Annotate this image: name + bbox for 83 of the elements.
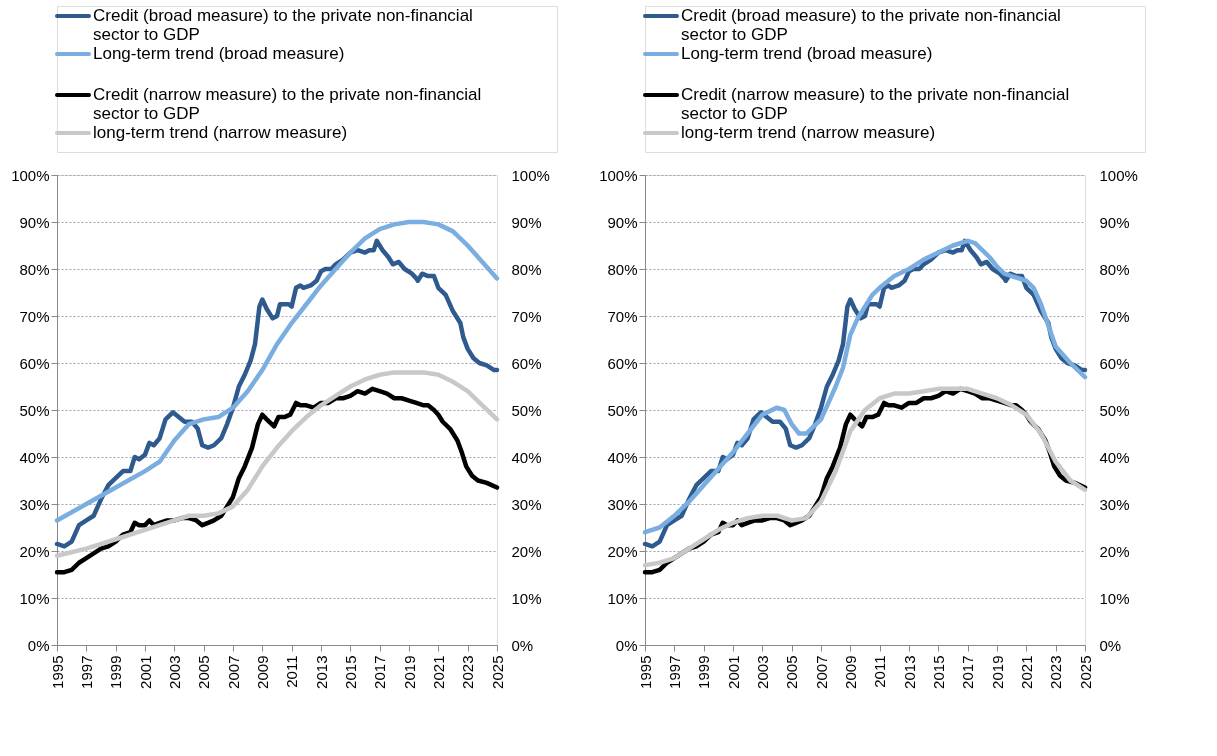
legend-label: Long-term trend (broad measure) (681, 44, 933, 63)
x-tick-label: 2011 (283, 655, 301, 688)
y2-tick-label: 40% (1099, 448, 1130, 466)
y2-tick-label: 30% (1099, 495, 1130, 513)
y2-tick-label: 10% (1099, 589, 1130, 607)
x-tick-label: 2025 (1076, 655, 1094, 689)
x-tick-label: 2021 (429, 655, 447, 689)
x-tick-label: 1997 (77, 655, 95, 689)
y-tick-label: 90% (607, 213, 638, 231)
y2-tick-label: 70% (511, 307, 542, 325)
x-tick-label: 2003 (753, 655, 771, 689)
y-tick-label: 100% (599, 166, 638, 184)
x-tick-label: 2015 (341, 655, 359, 689)
x-tick-label: 2015 (929, 655, 947, 689)
y2-tick-label: 100% (1099, 166, 1138, 184)
x-tick-label: 2023 (459, 655, 477, 689)
legend-label: Credit (broad measure) to the private non-financial sector to GDP (93, 6, 473, 44)
x-tick-label: 2019 (400, 655, 418, 689)
x-tick-label: 2021 (1017, 655, 1035, 689)
y-tick-label: 70% (19, 307, 50, 325)
y-tick-label: 60% (19, 354, 50, 372)
y-tick-label: 30% (19, 495, 50, 513)
y2-tick-label: 60% (511, 354, 542, 372)
y-tick-label: 40% (607, 448, 638, 466)
y2-tick-label: 90% (511, 213, 542, 231)
y-tick-label: 30% (607, 495, 638, 513)
x-tick-label: 2001 (136, 655, 154, 689)
x-tick-label: 2013 (312, 655, 330, 689)
y-tick-label: 20% (607, 542, 638, 560)
y2-tick-label: 20% (1099, 542, 1130, 560)
y2-tick-label: 50% (511, 401, 542, 419)
y-tick-label: 80% (19, 260, 50, 278)
y-tick-label: 70% (607, 307, 638, 325)
x-tick-label: 2019 (988, 655, 1006, 689)
y2-tick-label: 70% (1099, 307, 1130, 325)
x-tick-label: 2005 (783, 655, 801, 689)
x-tick-label: 2025 (488, 655, 506, 689)
x-tick-label: 2011 (871, 655, 889, 688)
legend-label: Long-term trend (broad measure) (93, 44, 345, 63)
y2-tick-label: 50% (1099, 401, 1130, 419)
x-tick-label: 2017 (959, 655, 977, 689)
y2-tick-label: 30% (511, 495, 542, 513)
x-tick-label: 2001 (724, 655, 742, 689)
y2-tick-label: 0% (511, 636, 534, 654)
x-tick-label: 2009 (841, 655, 859, 689)
x-tick-label: 2009 (253, 655, 271, 689)
y2-tick-label: 20% (511, 542, 542, 560)
y-tick-label: 80% (607, 260, 638, 278)
x-tick-label: 1999 (695, 655, 713, 689)
legend-label: long-term trend (narrow measure) (93, 123, 348, 142)
y-tick-label: 60% (607, 354, 638, 372)
y-tick-label: 50% (607, 401, 638, 419)
x-tick-label: 1999 (107, 655, 125, 689)
y2-tick-label: 10% (511, 589, 542, 607)
y-tick-label: 20% (19, 542, 50, 560)
line-series (54, 370, 500, 558)
x-tick-label: 2023 (1047, 655, 1065, 689)
y2-tick-label: 60% (1099, 354, 1130, 372)
legend-label: long-term trend (narrow measure) (681, 123, 936, 142)
x-tick-label: 2003 (165, 655, 183, 689)
y-tick-label: 0% (615, 636, 638, 654)
y-tick-label: 10% (19, 589, 50, 607)
x-tick-label: 2017 (371, 655, 389, 689)
y-tick-label: 50% (19, 401, 50, 419)
x-tick-label: 2013 (900, 655, 918, 689)
y-tick-label: 40% (19, 448, 50, 466)
y2-tick-label: 80% (511, 260, 542, 278)
y2-tick-label: 40% (511, 448, 542, 466)
x-tick-label: 1997 (665, 655, 683, 689)
y-tick-label: 100% (11, 166, 50, 184)
y2-tick-label: 90% (1099, 213, 1130, 231)
y2-tick-label: 0% (1099, 636, 1122, 654)
y2-tick-label: 80% (1099, 260, 1130, 278)
x-tick-label: 2005 (195, 655, 213, 689)
x-tick-label: 1995 (636, 655, 654, 689)
x-tick-label: 2007 (224, 655, 242, 689)
y-tick-label: 0% (27, 636, 50, 654)
y-tick-label: 10% (607, 589, 638, 607)
y-tick-label: 90% (19, 213, 50, 231)
x-tick-label: 2007 (812, 655, 830, 689)
legend-label: Credit (broad measure) to the private non-financial sector to GDP (681, 6, 1061, 44)
x-tick-label: 1995 (48, 655, 66, 689)
y2-tick-label: 100% (511, 166, 550, 184)
